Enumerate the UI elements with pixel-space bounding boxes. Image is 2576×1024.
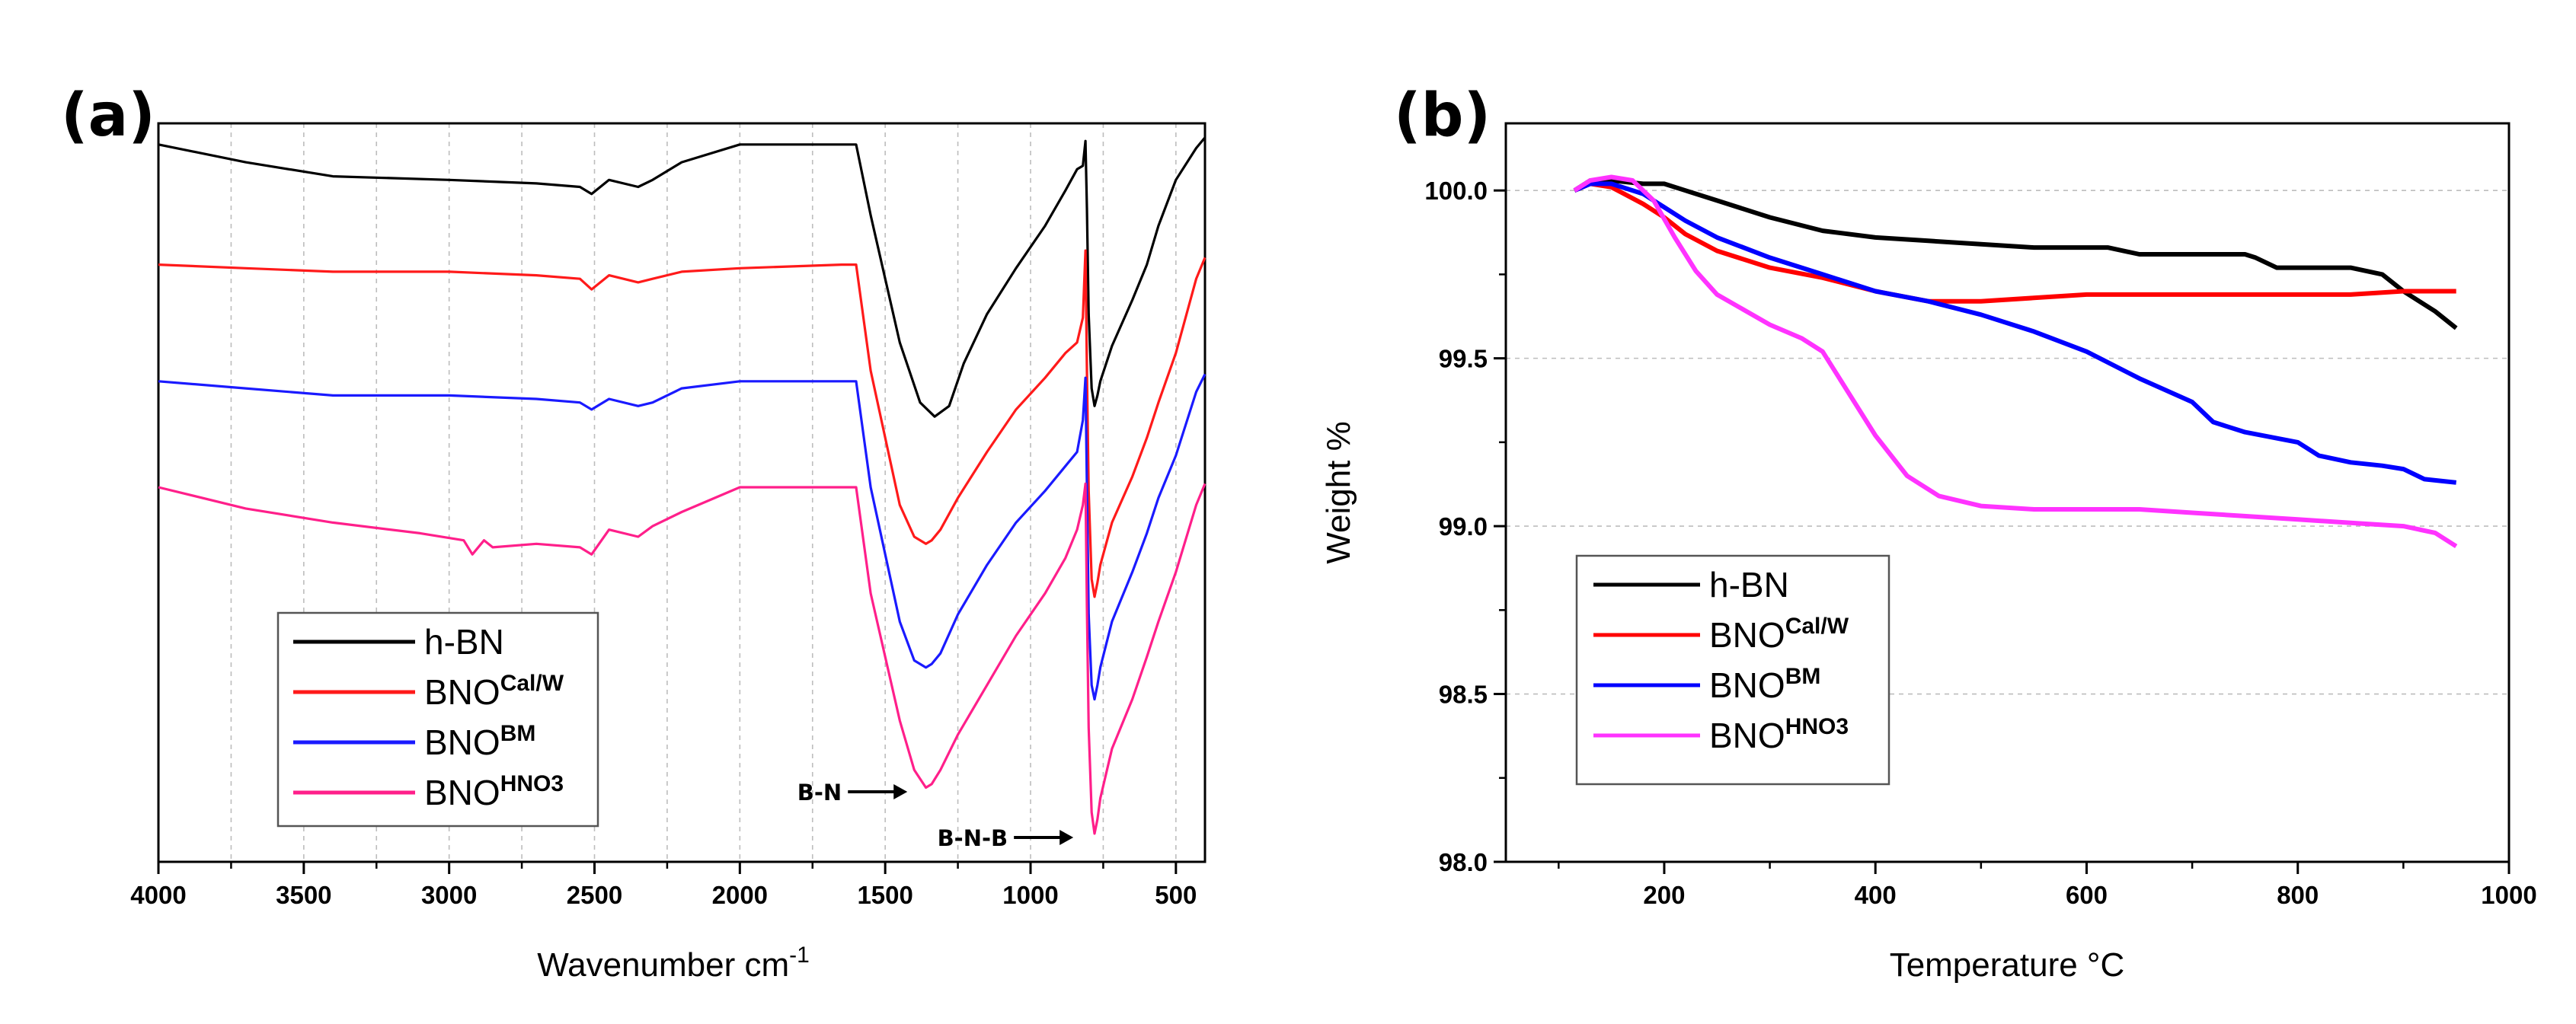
ftir-x-tick-label-0: 4000 [130,881,186,909]
ftir-legend-label-0: h-BN [424,622,504,662]
panel-a-label: (a) [61,81,155,150]
ftir-annotation-label-0: B-N [797,780,842,805]
tga-x-tick-label-3: 800 [2277,881,2319,909]
ftir-series-line-1 [158,249,1207,598]
tga-ticks: 200 400 600 800 1000 98.0 98.5 99.0 99.5 100.0 [1424,177,2536,909]
tga-legend-label-base-3: BNO [1709,716,1785,755]
tga-legend-box [1575,554,1890,786]
ftir-annotation-arrowhead-0 [893,784,908,799]
ftir-legend-label-2: BNOBM [424,721,535,762]
ftir-annotations: B-N B-N-B [797,780,1074,851]
ftir-legend-label-sup-3: HNO3 [500,771,564,796]
tga-x-tick-label-4: 1000 [2481,881,2536,909]
ftir-legend-label-base-2: BNO [424,723,500,762]
ftir-legend-label-sup-1: Cal/W [500,671,564,696]
ftir-x-tick-label-5: 1500 [857,881,912,909]
tga-legend-label-base-1: BNO [1709,615,1785,655]
tga-series-line-3 [1573,174,2458,549]
tga-y-axis-title: Weight % [1320,421,1357,564]
tga-legend-label-2: BNOBM [1709,664,1820,705]
ftir-x-tick-label-4: 2000 [712,881,768,909]
ftir-legend-label-base-3: BNO [424,773,500,812]
tga-series-line-2 [1573,181,2457,485]
ftir-x-tick-label-1: 3500 [276,881,331,909]
tga-legend-label-3: BNOHNO3 [1709,714,1849,755]
tga-legend-label-1: BNOCal/W [1709,614,1849,655]
ftir-legend-label-base-0: h-BN [424,622,504,662]
tga-legend-label-sup-3: HNO3 [1785,714,1849,739]
ftir-legend-label-3: BNOHNO3 [424,771,564,812]
ftir-series-line-0 [158,136,1207,418]
ftir-x-axis-title: Wavenumber cm-1 [537,943,810,984]
ftir-annotation-arrowhead-1 [1059,830,1074,845]
tga-legend-label-0: h-BN [1709,565,1789,605]
tga-x-tick-label-2: 600 [2066,881,2108,909]
tga-series-line-0 [1573,178,2458,330]
ftir-x-tick-label-6: 1000 [1002,881,1058,909]
ftir-legend-box [276,611,599,828]
tga-x-axis-title: Temperature °C [1890,946,2125,984]
ftir-series-line-2 [158,373,1207,701]
ftir-panel: (a) 4000 3500 3000 2500 2000 1500 1000 500 Wave… [61,81,1207,984]
tga-x-tick-label-0: 200 [1643,881,1685,909]
tga-y-tick-label-2: 99.0 [1439,512,1488,541]
ftir-x-ticks: 4000 3500 3000 2500 2000 1500 1000 500 [130,862,1197,909]
ftir-x-tick-label-3: 2500 [567,881,622,909]
ftir-legend-label-sup-2: BM [500,721,536,746]
tga-y-tick-label-0: 98.0 [1439,848,1488,876]
tga-x-tick-label-1: 400 [1855,881,1897,909]
tga-y-tick-label-1: 98.5 [1439,681,1488,709]
tga-legend-label-sup-1: Cal/W [1785,614,1849,639]
tga-y-tick-label-4: 100.0 [1424,177,1488,205]
tga-series [1573,174,2458,549]
ftir-legend-label-base-1: BNO [424,672,500,712]
ftir-series [158,136,1207,835]
ftir-series-line-3 [158,482,1207,835]
ftir-x-tick-label-2: 3000 [421,881,477,909]
tga-legend-label-base-0: h-BN [1709,565,1789,605]
tga-panel: (b) 200 400 600 800 1000 98.0 98.5 99.0 99.5 100.… [1320,81,2537,984]
tga-legend-label-base-2: BNO [1709,665,1785,705]
tga-plot-frame [1504,122,2510,863]
tga-legend-label-sup-2: BM [1785,664,1821,689]
panel-b-label: (b) [1394,81,1491,150]
ftir-legend-label-1: BNOCal/W [424,671,564,712]
tga-y-tick-label-3: 99.5 [1439,345,1488,373]
ftir-x-tick-label-7: 500 [1155,881,1197,909]
ftir-annotation-label-1: B-N-B [938,825,1008,851]
